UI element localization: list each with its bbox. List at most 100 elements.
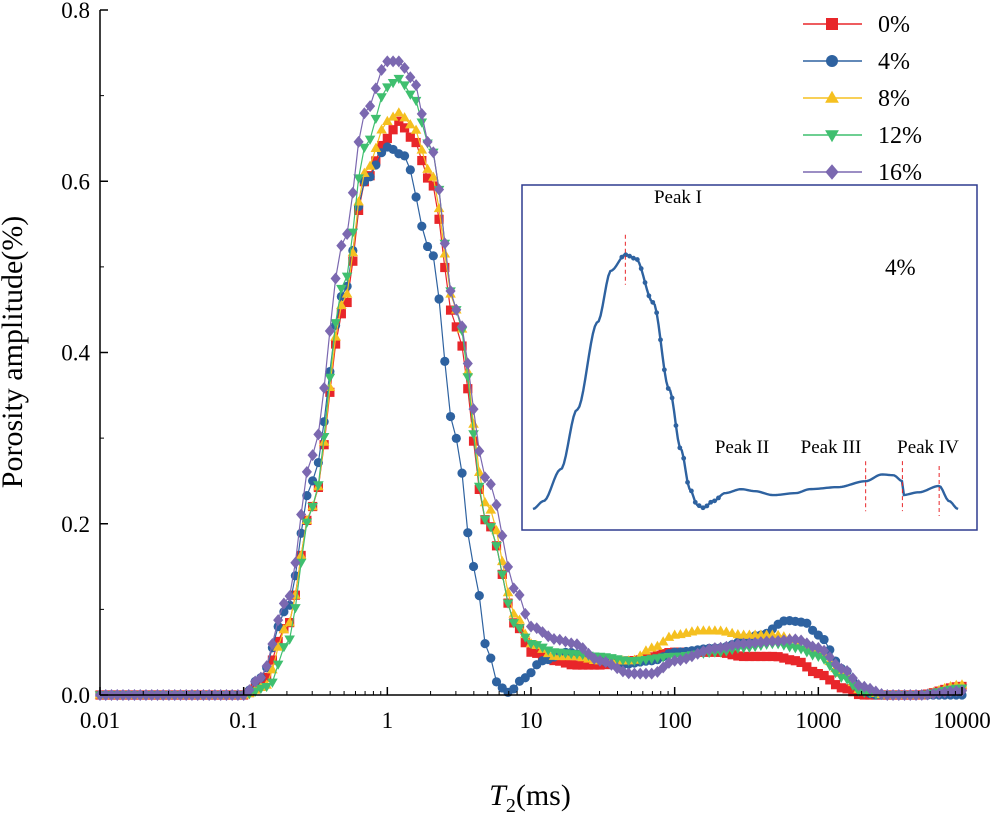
inset-data-point bbox=[681, 455, 687, 461]
data-point bbox=[267, 637, 278, 650]
data-point bbox=[555, 656, 565, 666]
data-point bbox=[365, 100, 376, 113]
data-point bbox=[405, 90, 416, 100]
data-point bbox=[640, 667, 651, 680]
data-point bbox=[422, 241, 433, 252]
inset-data-point bbox=[673, 423, 679, 428]
legend: 0% 4% 8% 12% 16% bbox=[803, 12, 922, 186]
inset-data-point bbox=[669, 395, 675, 401]
data-point bbox=[307, 502, 318, 513]
data-point bbox=[342, 281, 352, 291]
data-point bbox=[456, 320, 468, 333]
data-point bbox=[790, 656, 800, 666]
data-point bbox=[813, 652, 824, 662]
series-layer bbox=[94, 55, 968, 701]
data-point bbox=[341, 272, 353, 282]
peak-label: Peak III bbox=[801, 437, 862, 458]
inset-data-point bbox=[712, 498, 717, 504]
data-point bbox=[445, 305, 456, 315]
data-point bbox=[451, 322, 461, 332]
data-point bbox=[376, 140, 387, 151]
inset-frame bbox=[521, 184, 978, 531]
data-point bbox=[537, 651, 548, 661]
data-point bbox=[261, 682, 272, 693]
data-point bbox=[830, 669, 841, 679]
data-point bbox=[348, 256, 358, 266]
data-point bbox=[508, 582, 519, 595]
data-point bbox=[819, 634, 829, 645]
data-point bbox=[485, 523, 497, 533]
data-point bbox=[440, 262, 450, 273]
data-point bbox=[445, 285, 456, 298]
data-point bbox=[278, 623, 290, 634]
data-point bbox=[744, 651, 754, 662]
data-point bbox=[331, 339, 341, 349]
data-point bbox=[405, 132, 415, 142]
data-point bbox=[336, 309, 346, 319]
data-point bbox=[825, 675, 835, 685]
data-point bbox=[652, 640, 663, 650]
data-point bbox=[278, 597, 289, 610]
data-point bbox=[520, 607, 531, 620]
data-point bbox=[364, 135, 376, 145]
data-point bbox=[376, 63, 387, 76]
data-point bbox=[496, 570, 508, 580]
data-point bbox=[543, 630, 554, 643]
data-point bbox=[399, 61, 410, 74]
data-point bbox=[750, 636, 761, 649]
data-point bbox=[509, 684, 519, 694]
legend-label: 4% bbox=[878, 49, 910, 75]
data-point bbox=[692, 647, 703, 660]
data-point bbox=[416, 144, 428, 154]
inset-data-point bbox=[704, 503, 710, 509]
data-point bbox=[468, 403, 479, 416]
data-point bbox=[715, 641, 726, 654]
data-point bbox=[411, 192, 421, 202]
data-point bbox=[457, 341, 467, 351]
data-point bbox=[313, 481, 324, 491]
data-point bbox=[779, 653, 789, 663]
data-point bbox=[785, 655, 795, 665]
data-point bbox=[330, 272, 341, 285]
x-tick-label: 10000 bbox=[933, 708, 991, 733]
data-point bbox=[842, 684, 852, 694]
legend-item: 12% bbox=[803, 123, 922, 149]
data-point bbox=[658, 661, 669, 674]
data-point bbox=[578, 660, 588, 670]
legend-item: 16% bbox=[803, 160, 922, 186]
data-point bbox=[428, 181, 438, 191]
legend-marker bbox=[826, 55, 838, 67]
data-point bbox=[387, 79, 399, 89]
data-point bbox=[416, 118, 428, 128]
data-point bbox=[939, 686, 950, 699]
inset-series-label: 4% bbox=[885, 255, 916, 280]
data-point bbox=[807, 666, 818, 677]
data-point bbox=[428, 171, 439, 181]
data-point bbox=[842, 664, 853, 677]
legend-marker bbox=[825, 164, 839, 180]
data-point bbox=[463, 528, 473, 538]
legend-item: 0% bbox=[803, 12, 910, 38]
inset-data-point bbox=[677, 445, 683, 451]
data-point bbox=[388, 125, 398, 135]
data-point bbox=[428, 251, 438, 261]
data-point bbox=[405, 165, 415, 175]
data-point bbox=[813, 668, 823, 679]
data-point bbox=[755, 636, 766, 649]
data-point bbox=[566, 637, 577, 650]
data-point bbox=[560, 635, 571, 648]
inset-data-point bbox=[654, 310, 660, 316]
data-point bbox=[394, 116, 404, 126]
data-point bbox=[767, 635, 778, 648]
data-point bbox=[307, 449, 318, 462]
inset-data-point bbox=[650, 299, 656, 305]
data-point bbox=[623, 667, 634, 680]
data-point bbox=[669, 654, 680, 667]
inset-plot: Peak I Peak II Peak III Peak IV bbox=[532, 187, 959, 516]
data-point bbox=[434, 294, 444, 304]
data-point bbox=[859, 680, 870, 693]
inset-data-point bbox=[619, 254, 625, 260]
data-point bbox=[485, 504, 497, 514]
data-point bbox=[732, 638, 743, 651]
legend-marker bbox=[825, 130, 839, 143]
